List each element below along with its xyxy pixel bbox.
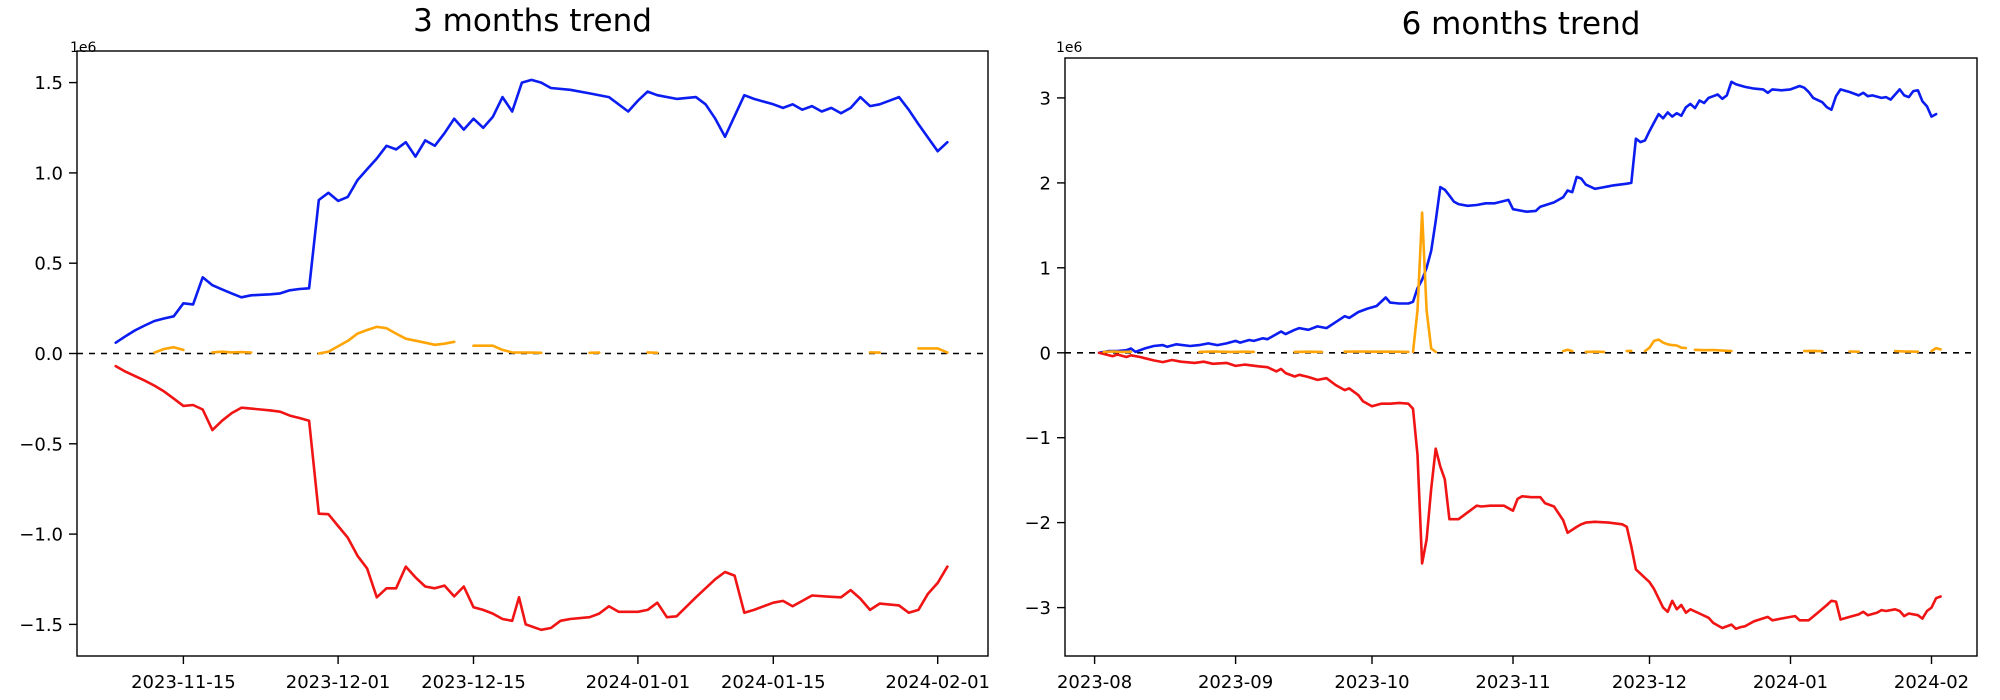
x-tick-label: 2023-10	[1334, 672, 1409, 693]
y-axis-offset-label-right: 1e6	[1056, 40, 1083, 56]
neutral-orange-line	[1893, 349, 1920, 354]
y-tick-label: −0.5	[19, 434, 63, 455]
x-tick-label: 2023-12	[1612, 672, 1687, 693]
negative-red-line	[1097, 351, 1942, 631]
x-tick-label: 2024-01	[1753, 672, 1828, 693]
chart-title-3-months: 3 months trend	[413, 3, 652, 39]
positive-blue-line	[1097, 80, 1938, 355]
y-tick-label: 2	[1040, 173, 1051, 194]
negative-red-line	[114, 364, 949, 632]
y-tick-label: −1	[1024, 428, 1051, 449]
neutral-orange-line	[211, 350, 253, 354]
plot-border	[1064, 57, 1978, 657]
x-tick-label: 2024-02	[1894, 672, 1969, 693]
x-tick-label: 2023-08	[1057, 672, 1132, 693]
x-tick-label: 2023-11	[1475, 672, 1550, 693]
x-tick-label: 2023-09	[1198, 672, 1273, 693]
y-tick-label: 3	[1040, 88, 1051, 109]
y-tick-label: −1.5	[19, 615, 63, 636]
neutral-orange-line	[1411, 211, 1437, 354]
neutral-orange-line	[153, 345, 185, 354]
x-tick-label: 2023-12-01	[286, 672, 391, 693]
neutral-orange-line	[917, 347, 949, 354]
y-axis-offset-label-left: 1e6	[70, 40, 97, 56]
y-tick-label: 0	[1040, 343, 1051, 364]
positive-blue-line	[114, 78, 949, 345]
y-tick-label: 0.5	[34, 254, 63, 275]
neutral-orange-line	[1930, 346, 1942, 353]
x-tick-label: 2024-01-01	[586, 672, 691, 693]
neutral-orange-line	[317, 325, 456, 355]
neutral-orange-line	[1693, 348, 1733, 353]
chart-title-6-months: 6 months trend	[1401, 6, 1641, 42]
y-tick-label: 1.5	[34, 73, 63, 94]
neutral-orange-line	[472, 344, 543, 355]
y-tick-label: 1.0	[34, 163, 63, 184]
x-tick-label: 2024-02-01	[885, 672, 990, 693]
x-tick-label: 2024-01-15	[721, 672, 826, 693]
x-tick-label: 2023-11-15	[131, 672, 236, 693]
neutral-orange-line	[1643, 338, 1688, 353]
neutral-orange-line	[1561, 348, 1574, 353]
y-tick-label: −1.0	[19, 525, 63, 546]
y-tick-label: 1	[1040, 258, 1051, 279]
x-tick-label: 2023-12-15	[421, 672, 526, 693]
y-tick-label: −3	[1024, 598, 1051, 619]
y-tick-label: 0.0	[34, 344, 63, 365]
y-tick-label: −2	[1024, 513, 1051, 534]
